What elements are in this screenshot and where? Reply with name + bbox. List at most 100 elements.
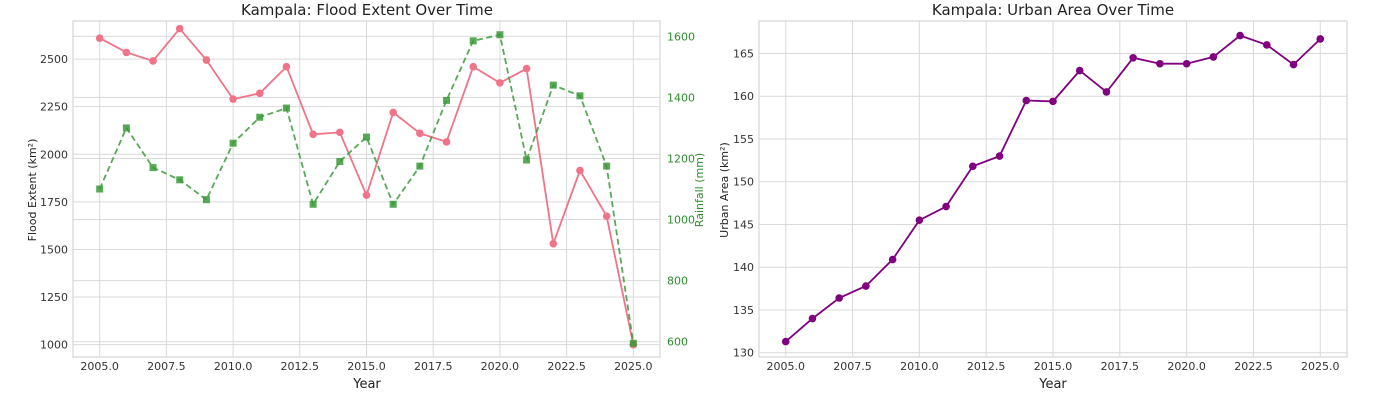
data-point (1316, 35, 1325, 43)
data-point (522, 64, 531, 73)
data-point (1236, 31, 1244, 40)
x-tick-label: 2015.0 (1034, 360, 1073, 373)
data-point (176, 176, 184, 184)
x-tick-label: 2007.5 (147, 360, 186, 373)
data-point (175, 24, 184, 33)
data-point (336, 128, 344, 137)
data-point (496, 79, 504, 87)
y-axis-label-urban: Urban Area (km²) (718, 142, 731, 238)
x-tick-label: 2005.0 (80, 360, 119, 373)
data-point (442, 138, 451, 146)
y-axis-label-flood: Flood Extent (km²) (26, 139, 39, 242)
data-point (1075, 66, 1084, 75)
data-point (808, 314, 817, 323)
x-tick-label: 2010.0 (900, 360, 939, 373)
y-tick-label: 140 (733, 261, 754, 274)
x-tick-label: 2005.0 (766, 360, 805, 373)
data-point (888, 255, 897, 264)
data-point (1289, 60, 1298, 69)
data-point (1263, 41, 1271, 49)
y-tick-label: 2000 (40, 148, 68, 161)
data-point (469, 62, 478, 71)
y-tick-label: 155 (733, 133, 754, 146)
data-point (602, 212, 611, 220)
data-point (202, 196, 210, 204)
data-point (1182, 59, 1191, 68)
y2-tick-label: 1600 (667, 30, 695, 43)
data-point (969, 162, 977, 171)
data-point (416, 162, 424, 170)
data-point (149, 164, 157, 172)
data-point (309, 130, 317, 139)
data-point (496, 31, 504, 39)
x-tick-label: 2022.5 (547, 360, 586, 373)
y2-tick-label: 1000 (667, 214, 695, 227)
data-point (363, 133, 370, 141)
data-point (389, 200, 397, 208)
data-point (362, 191, 371, 199)
data-point (122, 48, 131, 57)
data-point (309, 200, 317, 208)
data-point (389, 108, 397, 117)
data-point (1156, 59, 1164, 68)
y-tick-label: 2500 (40, 53, 68, 66)
data-point (96, 185, 104, 193)
y-tick-label: 145 (733, 218, 754, 231)
y-tick-label: 130 (733, 347, 754, 360)
data-point (549, 81, 557, 89)
data-point (95, 34, 104, 42)
chart-urban-area: Kampala: Urban Area Over Time Year Urban… (718, 1, 1348, 392)
y-tick-label: 2250 (40, 101, 68, 114)
y2-tick-label: 800 (667, 275, 688, 288)
data-point (336, 158, 344, 166)
data-point (122, 124, 130, 132)
y-tick-label: 135 (733, 304, 754, 317)
chart-title-flood: Kampala: Flood Extent Over Time (241, 1, 493, 19)
x-tick-label: 2007.5 (833, 360, 872, 373)
data-point (229, 95, 237, 103)
y2-tick-label: 600 (667, 336, 688, 349)
data-point (229, 139, 237, 147)
data-point (1129, 53, 1137, 62)
data-point (781, 337, 790, 346)
y2-tick-label: 1400 (667, 91, 695, 104)
x-tick-label: 2020.0 (1167, 360, 1206, 373)
x-tick-label: 2022.5 (1234, 360, 1273, 373)
data-point (995, 152, 1004, 160)
y2-tick-label: 1200 (667, 152, 695, 165)
y-tick-label: 1000 (40, 339, 68, 352)
data-point (255, 89, 264, 98)
data-point (1209, 53, 1218, 61)
data-point (416, 129, 424, 138)
x-tick-label: 2017.5 (414, 360, 453, 373)
series-line (98, 33, 635, 344)
y2-axis-label-rainfall: Rainfall (mm) (693, 153, 706, 227)
y-tick-label: 165 (733, 47, 754, 60)
y-tick-label: 1250 (40, 291, 68, 304)
x-axis-label-flood: Year (352, 377, 381, 392)
x-axis-label-urban: Year (1038, 377, 1067, 392)
data-point (862, 282, 870, 290)
data-point (915, 216, 924, 225)
data-point (443, 96, 451, 104)
x-tick-label: 2025.0 (614, 360, 653, 373)
data-point (149, 57, 157, 65)
x-tick-label: 2010.0 (214, 360, 253, 373)
x-tick-label: 2025.0 (1301, 360, 1340, 373)
data-point (576, 166, 584, 175)
gridlines (72, 20, 661, 358)
data-point (282, 104, 290, 112)
data-point (576, 92, 584, 100)
data-point (835, 294, 843, 302)
data-point (629, 339, 637, 347)
data-point (603, 162, 611, 170)
data-point (523, 156, 531, 164)
data-point (549, 239, 558, 248)
data-point (256, 113, 264, 121)
x-tick-label: 2020.0 (481, 360, 520, 373)
y-tick-label: 160 (733, 90, 754, 103)
chart-flood-extent: Kampala: Flood Extent Over Time Year Flo… (26, 1, 706, 392)
data-point (1049, 97, 1057, 106)
series-1 (96, 31, 637, 347)
x-tick-label: 2012.5 (281, 360, 320, 373)
